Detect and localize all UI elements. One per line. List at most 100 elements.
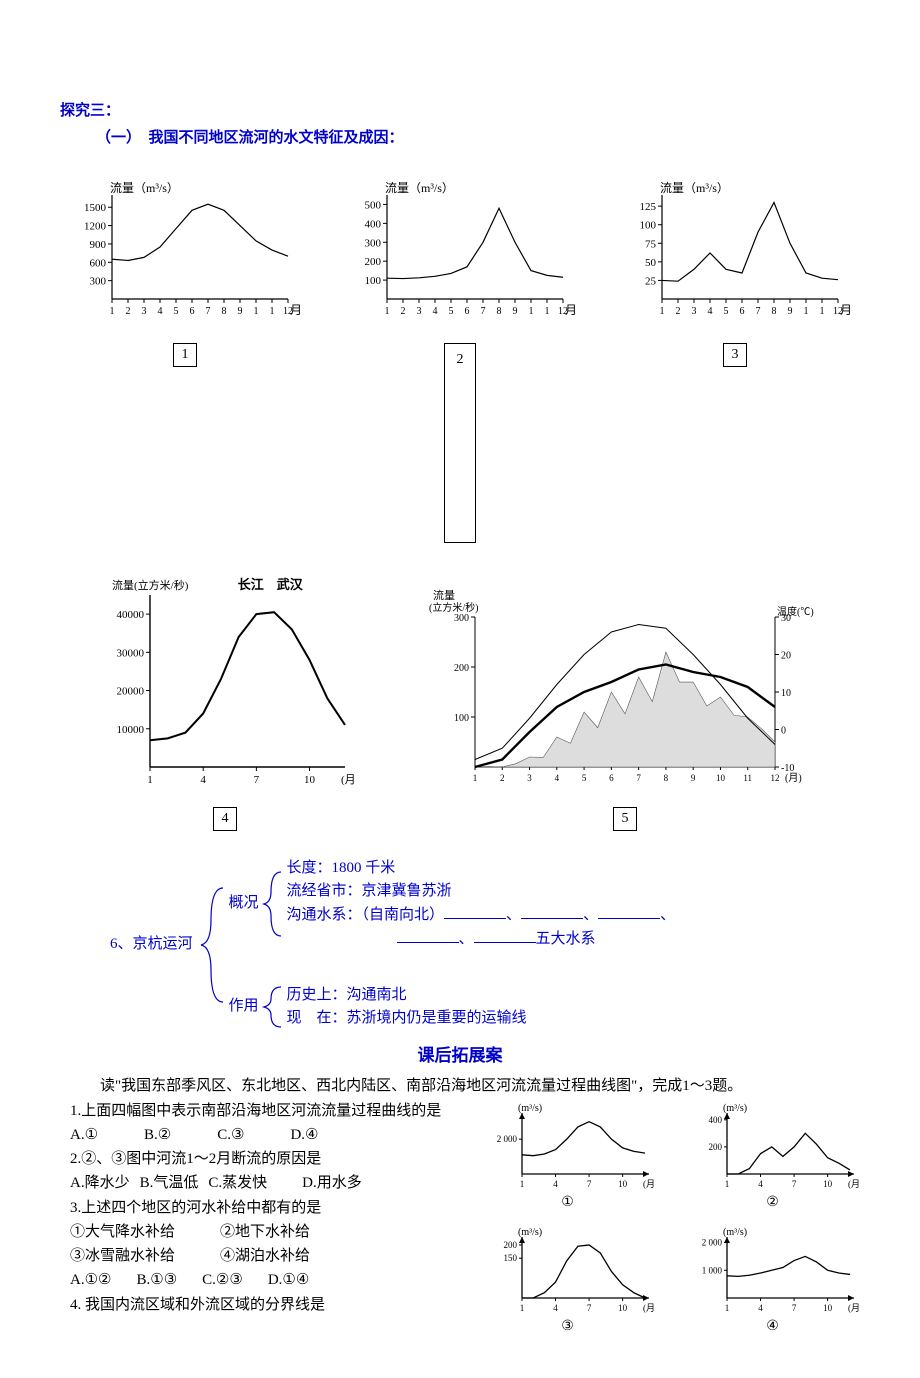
svg-text:1: 1 — [254, 306, 259, 317]
svg-text:4: 4 — [158, 306, 163, 317]
svg-text:50: 50 — [645, 256, 657, 268]
svg-text:300: 300 — [90, 275, 107, 287]
svg-text:150: 150 — [504, 1253, 518, 1263]
canal-num: 6、京杭运河 — [110, 933, 193, 956]
section-title: 探究三： — [60, 100, 860, 123]
svg-text:100: 100 — [454, 713, 469, 724]
svg-text:30000: 30000 — [117, 647, 145, 659]
chart-4-box: 4 — [213, 807, 237, 831]
svg-text:1: 1 — [725, 1179, 730, 1189]
svg-text:流量: 流量 — [433, 588, 455, 602]
svg-text:500: 500 — [365, 199, 382, 211]
svg-text:月: 月 — [290, 303, 300, 317]
svg-text:4: 4 — [433, 306, 438, 317]
svg-text:5: 5 — [449, 306, 454, 317]
svg-text:3: 3 — [417, 306, 422, 317]
svg-text:7: 7 — [481, 306, 486, 317]
q4: 4. 我国内流区域和外流区域的分界线是 — [70, 1294, 462, 1317]
svg-text:1: 1 — [270, 306, 275, 317]
svg-text:(m³/s): (m³/s) — [723, 1103, 747, 1114]
svg-text:2: 2 — [401, 306, 406, 317]
svg-text:30: 30 — [781, 613, 791, 624]
chart-3-box: 3 — [723, 343, 747, 367]
questions-left: 1.上面四幅图中表示南部沿海地区河流流量过程曲线的是 A.①B.②C.③D.④ … — [70, 1099, 462, 1318]
svg-text:流量（m³/s）: 流量（m³/s） — [660, 181, 729, 195]
svg-text:9: 9 — [513, 306, 518, 317]
svg-text:10: 10 — [618, 1303, 628, 1313]
chart-3-cell: 流量（m³/s）2550751001251234567891112月 3 — [620, 179, 850, 543]
svg-text:4: 4 — [553, 1303, 558, 1313]
charts-row-2: 流量(立方米/秒)长江 武汉1000020000300004000014710(… — [60, 573, 860, 831]
svg-text:7: 7 — [636, 773, 641, 783]
bracket-main-icon — [193, 880, 229, 1010]
svg-text:6: 6 — [465, 306, 470, 317]
svg-text:300: 300 — [454, 613, 469, 624]
q2: 2.②、③图中河流1～2月断流的原因是 — [70, 1148, 462, 1171]
q2-opts: A.降水少B.气温低C.蒸发快 D.用水多 — [70, 1172, 462, 1195]
chart-4-cell: 流量(立方米/秒)长江 武汉1000020000300004000014710(… — [95, 573, 355, 831]
svg-text:600: 600 — [90, 257, 107, 269]
svg-text:100: 100 — [640, 219, 657, 231]
svg-text:10: 10 — [716, 773, 726, 783]
svg-text:20: 20 — [781, 650, 791, 661]
mini-chart: (m³/s)15020014710(月)③ — [480, 1223, 655, 1338]
charts-row-1: 流量（m³/s）300600900120015001234567891112月 … — [70, 179, 850, 543]
svg-text:100: 100 — [365, 275, 382, 287]
svg-text:9: 9 — [691, 773, 696, 783]
svg-text:200: 200 — [454, 663, 469, 674]
svg-text:(月): (月) — [848, 1303, 860, 1313]
svg-text:8: 8 — [772, 306, 777, 317]
svg-text:4: 4 — [200, 774, 206, 786]
svg-text:7: 7 — [254, 774, 260, 786]
svg-text:10: 10 — [618, 1179, 628, 1189]
svg-text:7: 7 — [587, 1179, 592, 1189]
chart-5-cell: 流量(立方米/秒)100200300温度(℃)-1001020301234567… — [425, 583, 825, 831]
svg-text:(月): (月) — [848, 1179, 860, 1189]
q3-opts: A.①② B.①③ C.②③ D.①④ — [70, 1269, 462, 1292]
svg-text:8: 8 — [497, 306, 502, 317]
svg-text:(m³/s): (m³/s) — [518, 1227, 542, 1238]
mini-chart-num: ① — [561, 1192, 574, 1214]
mini-charts: (m³/s)2 00014710(月)①(m³/s)20040014710(月)… — [480, 1099, 860, 1338]
svg-text:75: 75 — [645, 238, 657, 250]
chart-2-box: 2 — [444, 343, 476, 543]
svg-text:1 000: 1 000 — [702, 1266, 723, 1276]
q1-opts: A.①B.②C.③D.④ — [70, 1124, 462, 1147]
svg-text:(m³/s): (m³/s) — [518, 1103, 542, 1114]
svg-text:125: 125 — [640, 201, 657, 213]
section-sub: （一） 我国不同地区流河的水文特征及成因： — [96, 127, 860, 150]
svg-text:(月): (月) — [643, 1303, 655, 1313]
svg-text:7: 7 — [792, 1179, 797, 1189]
svg-text:5: 5 — [582, 773, 587, 783]
svg-text:10: 10 — [304, 774, 316, 786]
svg-text:1: 1 — [520, 1303, 525, 1313]
svg-text:1: 1 — [820, 306, 825, 317]
svg-text:4: 4 — [758, 1179, 763, 1189]
canal-length: 长度：1800 千米 — [287, 857, 676, 880]
svg-text:长江 武汉: 长江 武汉 — [238, 577, 304, 592]
svg-text:7: 7 — [792, 1303, 797, 1313]
svg-text:3: 3 — [692, 306, 697, 317]
svg-text:3: 3 — [527, 773, 532, 783]
svg-text:(月): (月) — [341, 774, 355, 786]
q3-items-b: ③冰雪融水补给 ④湖泊水补给 — [70, 1245, 462, 1268]
svg-text:10: 10 — [781, 688, 791, 699]
q3-items-a: ①大气降水补给 ②地下水补给 — [70, 1221, 462, 1244]
svg-text:1: 1 — [110, 306, 115, 317]
mini-chart-num: ④ — [766, 1316, 779, 1338]
svg-text:月: 月 — [840, 303, 850, 317]
svg-text:10: 10 — [823, 1303, 833, 1313]
svg-text:7: 7 — [756, 306, 761, 317]
post-title: 课后拓展案 — [60, 1043, 860, 1069]
svg-text:2: 2 — [126, 306, 131, 317]
svg-text:6: 6 — [190, 306, 195, 317]
svg-text:8: 8 — [222, 306, 227, 317]
svg-text:25: 25 — [645, 275, 657, 287]
svg-text:1: 1 — [545, 306, 550, 317]
svg-text:1: 1 — [385, 306, 390, 317]
svg-text:4: 4 — [708, 306, 713, 317]
svg-text:5: 5 — [724, 306, 729, 317]
svg-text:4: 4 — [553, 1179, 558, 1189]
svg-text:300: 300 — [365, 237, 382, 249]
post-intro: 读"我国东部季风区、东北地区、西北内陆区、南部沿海地区河流流量过程曲线图"，完成… — [70, 1075, 850, 1098]
